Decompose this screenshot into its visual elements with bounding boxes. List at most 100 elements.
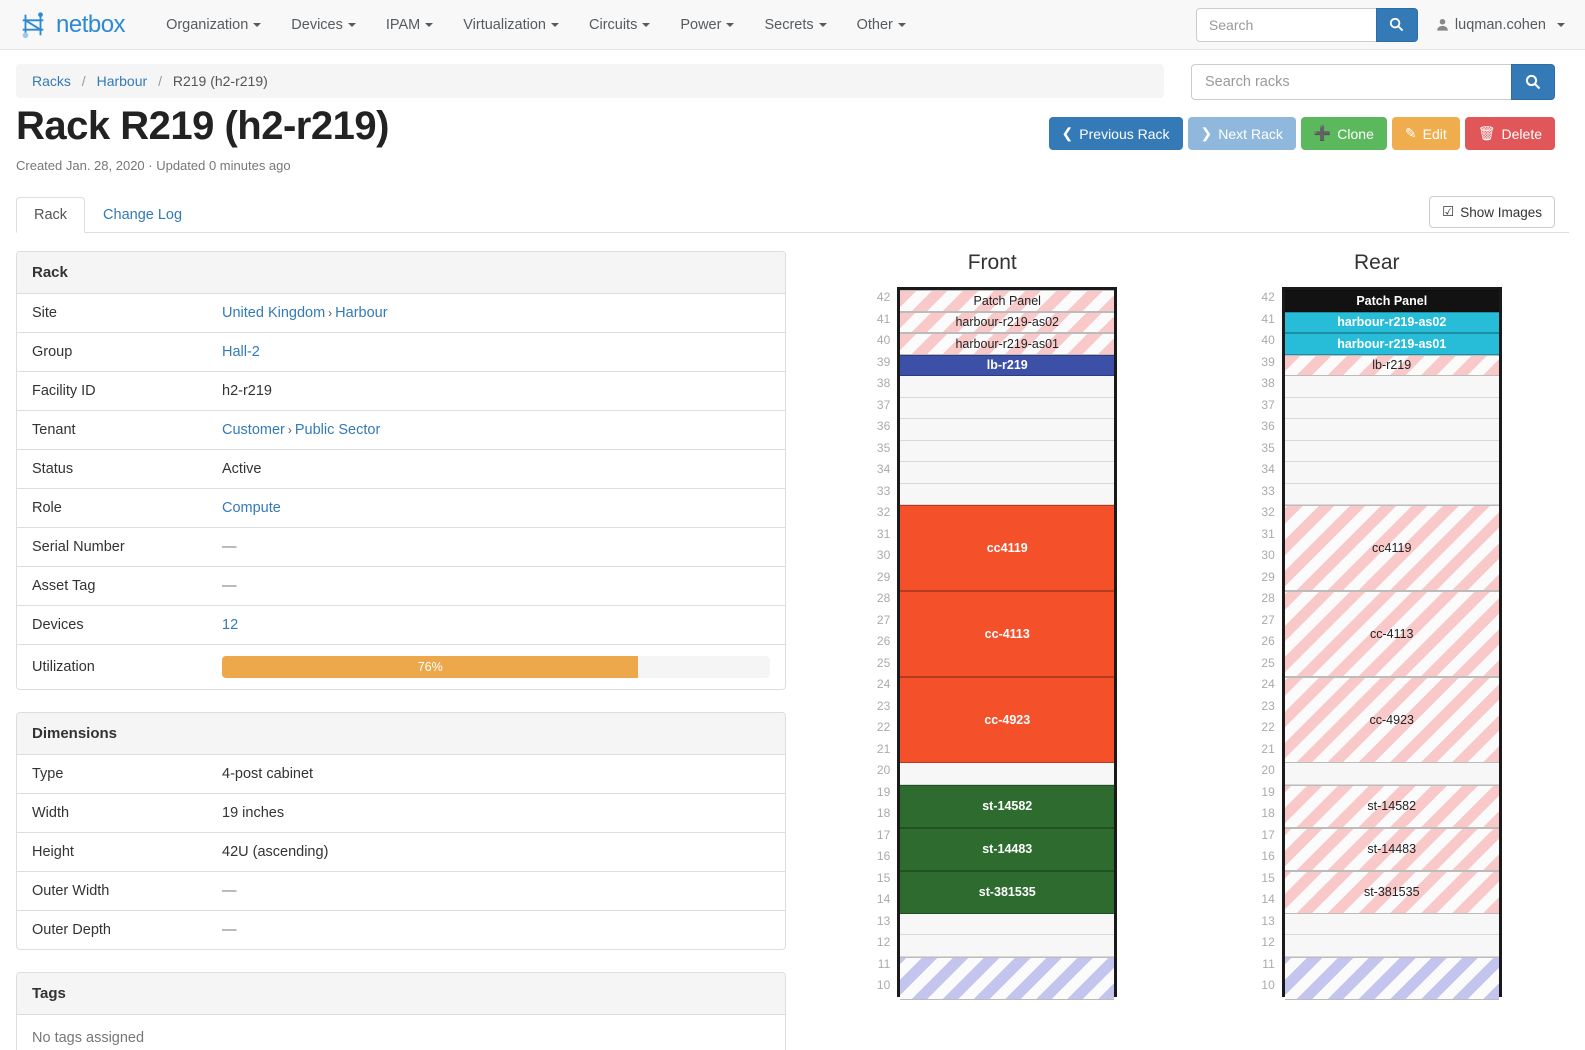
rack-unit-slot[interactable] [900,376,1115,398]
unit-number: 38 [1261,376,1275,390]
user-menu[interactable]: luqman.cohen [1436,17,1567,33]
rack-device[interactable]: harbour-r219-as02 [900,311,1115,333]
rack-device[interactable]: st-14483 [1284,827,1499,871]
row-value: — [207,527,785,567]
row-value: — [207,566,785,606]
global-search-input[interactable] [1195,7,1376,42]
rack-device[interactable]: lb-r219 [900,354,1115,376]
rack-unit-slot[interactable] [1284,763,1499,785]
table-row: Site United Kingdom › Harbour [17,294,785,333]
rack-device[interactable]: st-14483 [900,827,1115,871]
next-rack-button[interactable]: ❯ Next Rack [1187,117,1296,150]
rack-unit-slot[interactable] [900,462,1115,484]
nav-item-devices[interactable]: Devices [276,11,371,39]
nav-item-other[interactable]: Other [842,11,921,39]
row-label: Type [17,755,207,794]
unit-number: 40 [1261,333,1275,347]
rack-device[interactable]: cc-4113 [900,591,1115,677]
rack-device[interactable]: Patch Panel [900,290,1115,312]
site-region-link[interactable]: United Kingdom [222,305,326,321]
rack-unit-slot[interactable] [900,419,1115,441]
nav-item-power[interactable]: Power [665,11,749,39]
tenant-link[interactable]: Public Sector [294,422,381,438]
rack-unit-slot[interactable] [1284,935,1499,957]
rack-unit-slot[interactable] [1284,376,1499,398]
rack-attributes-table: Site United Kingdom › Harbour Group Hall-2… [17,294,785,689]
chevron-right-icon: › [328,306,333,320]
rack-unit-slot[interactable] [900,763,1115,785]
next-rack-label: Next Rack [1218,125,1283,142]
show-images-button[interactable]: ☑ Show Images [1429,196,1555,228]
chevron-down-icon [1557,22,1565,27]
previous-rack-button[interactable]: ❮ Previous Rack [1048,117,1183,150]
rack-unit-slot[interactable] [900,440,1115,462]
nav-item-organization[interactable]: Organization [151,11,276,39]
rack-unit-slot[interactable] [900,397,1115,419]
rack-device[interactable]: Patch Panel [1284,290,1499,312]
rack-device[interactable]: cc-4113 [1284,591,1499,677]
tenant-group-link[interactable]: Customer [222,422,285,438]
nav-item-ipam[interactable]: IPAM [371,11,448,39]
rack-unit-slot[interactable] [1284,397,1499,419]
breadcrumb-item-harbour[interactable]: Harbour [96,73,148,89]
rack-device[interactable]: st-381535 [900,870,1115,914]
rack-device[interactable]: cc4119 [900,505,1115,591]
rack-unit-slot[interactable] [1284,913,1499,935]
rack-unit-slot[interactable] [900,935,1115,957]
brand-logo-link[interactable]: netbox [18,10,126,40]
clone-button[interactable]: ➕ Clone [1300,117,1387,150]
rack-device[interactable]: cc4119 [1284,505,1499,591]
tab-rack[interactable]: Rack [16,197,86,233]
unit-number: 17 [1261,827,1275,842]
rack-device[interactable]: st-14582 [1284,784,1499,828]
role-link[interactable]: Compute [222,500,281,516]
dimensions-panel: Dimensions Type 4-post cabinet Width 19 … [16,712,786,950]
breadcrumb-item-racks[interactable]: Racks [32,73,71,89]
rack-blocked-unit[interactable] [900,956,1115,1000]
delete-button[interactable]: 🗑 Delete [1464,117,1555,150]
rack-unit-slot[interactable] [900,913,1115,935]
unit-number: 19 [876,784,891,799]
rack-unit-slot[interactable] [1284,483,1499,505]
rack-device[interactable]: cc-4923 [900,677,1115,763]
site-link[interactable]: Harbour [335,305,388,321]
rack-search-button[interactable] [1511,64,1555,100]
device-count-link[interactable]: 12 [222,617,239,633]
nav-item-virtualization[interactable]: Virtualization [448,11,574,39]
rack-device[interactable]: cc-4923 [1284,677,1499,763]
unit-number: 24 [1261,677,1275,691]
rack-device[interactable]: harbour-r219-as01 [900,333,1115,355]
unit-number: 20 [1261,763,1275,777]
unit-number: 37 [876,397,891,412]
unit-number: 23 [876,698,891,713]
status-badge: Active [207,449,785,489]
rack-blocked-unit[interactable] [1284,956,1499,1000]
unit-number: 34 [1261,462,1275,476]
group-link[interactable]: Hall-2 [222,344,260,360]
left-column: Rack Site United Kingdom › Harbour Group H… [16,251,786,1050]
tags-panel: Tags No tags assigned [16,972,786,1050]
rack-unit-slot[interactable] [900,483,1115,505]
global-search-button[interactable] [1375,7,1418,42]
utilization-progress: 76% [222,656,770,678]
nav-label: Secrets [764,16,814,33]
rack-device[interactable]: harbour-r219-as01 [1284,333,1499,355]
brand-text: netbox [56,10,126,38]
rack-unit-slot[interactable] [1284,462,1499,484]
rack-search-input[interactable] [1191,64,1511,100]
nav-item-secrets[interactable]: Secrets [749,11,841,39]
rack-unit-slot[interactable] [1284,440,1499,462]
rack-unit-slot[interactable] [1284,419,1499,441]
edit-button[interactable]: ✎ Edit [1391,117,1460,150]
row-label: Site [17,294,207,333]
rack-device[interactable]: lb-r219 [1284,354,1499,376]
tab-change-log[interactable]: Change Log [103,207,183,223]
nav-item-circuits[interactable]: Circuits [574,11,665,39]
rack-device[interactable]: st-14582 [900,784,1115,828]
table-row: Utilization 76% [17,645,785,690]
rack-device[interactable]: harbour-r219-as02 [1284,311,1499,333]
unit-number: 41 [876,311,891,326]
row-value: — [222,922,237,938]
rack-device[interactable]: st-381535 [1284,870,1499,914]
unit-number: 38 [876,376,891,390]
